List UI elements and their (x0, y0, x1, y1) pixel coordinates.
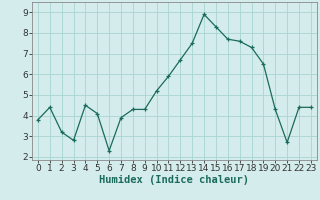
X-axis label: Humidex (Indice chaleur): Humidex (Indice chaleur) (100, 175, 249, 185)
